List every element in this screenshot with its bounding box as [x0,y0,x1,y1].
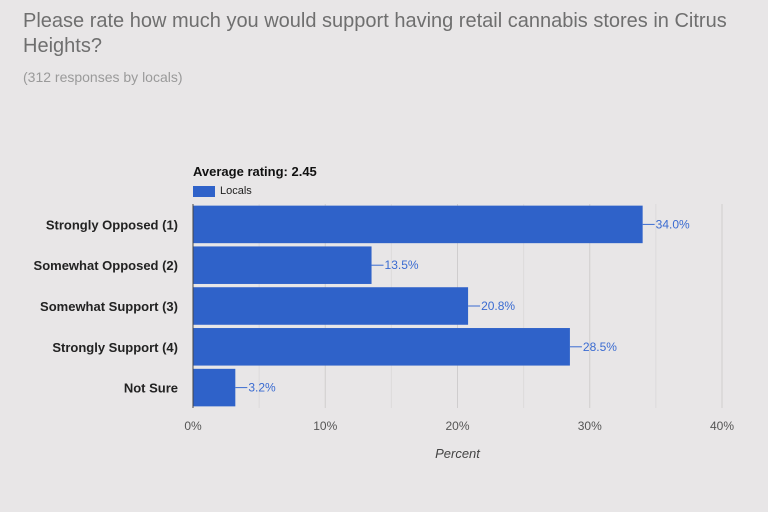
bar [193,368,236,407]
x-tick-label: 30% [578,419,602,433]
category-label: Strongly Opposed (1) [46,217,178,232]
bar [193,246,372,284]
category-label: Somewhat Support (3) [40,299,178,314]
data-label: 34.0% [656,217,690,231]
bar [193,205,643,244]
legend-label: Locals [220,185,252,197]
data-label: 3.2% [248,381,276,395]
data-label: 28.5% [583,340,617,354]
legend-swatch [193,185,215,197]
chart-legend: Locals [193,185,252,197]
survey-question: Please rate how much you would support h… [23,10,727,57]
category-label: Strongly Support (4) [52,340,178,355]
data-label: 13.5% [385,258,419,272]
response-count: (312 responses by locals) [23,69,183,85]
x-tick-label: 40% [710,419,734,433]
bar [193,328,570,366]
category-label: Not Sure [124,381,178,396]
bar [193,287,469,325]
data-label: 20.8% [481,299,515,313]
x-tick-label: 0% [184,419,202,433]
x-tick-label: 20% [445,419,469,433]
x-tick-label: 10% [313,419,337,433]
x-axis-title: Percent [435,446,481,461]
chart-title: Average rating: 2.45 [193,164,317,179]
category-label: Somewhat Opposed (2) [34,258,178,273]
